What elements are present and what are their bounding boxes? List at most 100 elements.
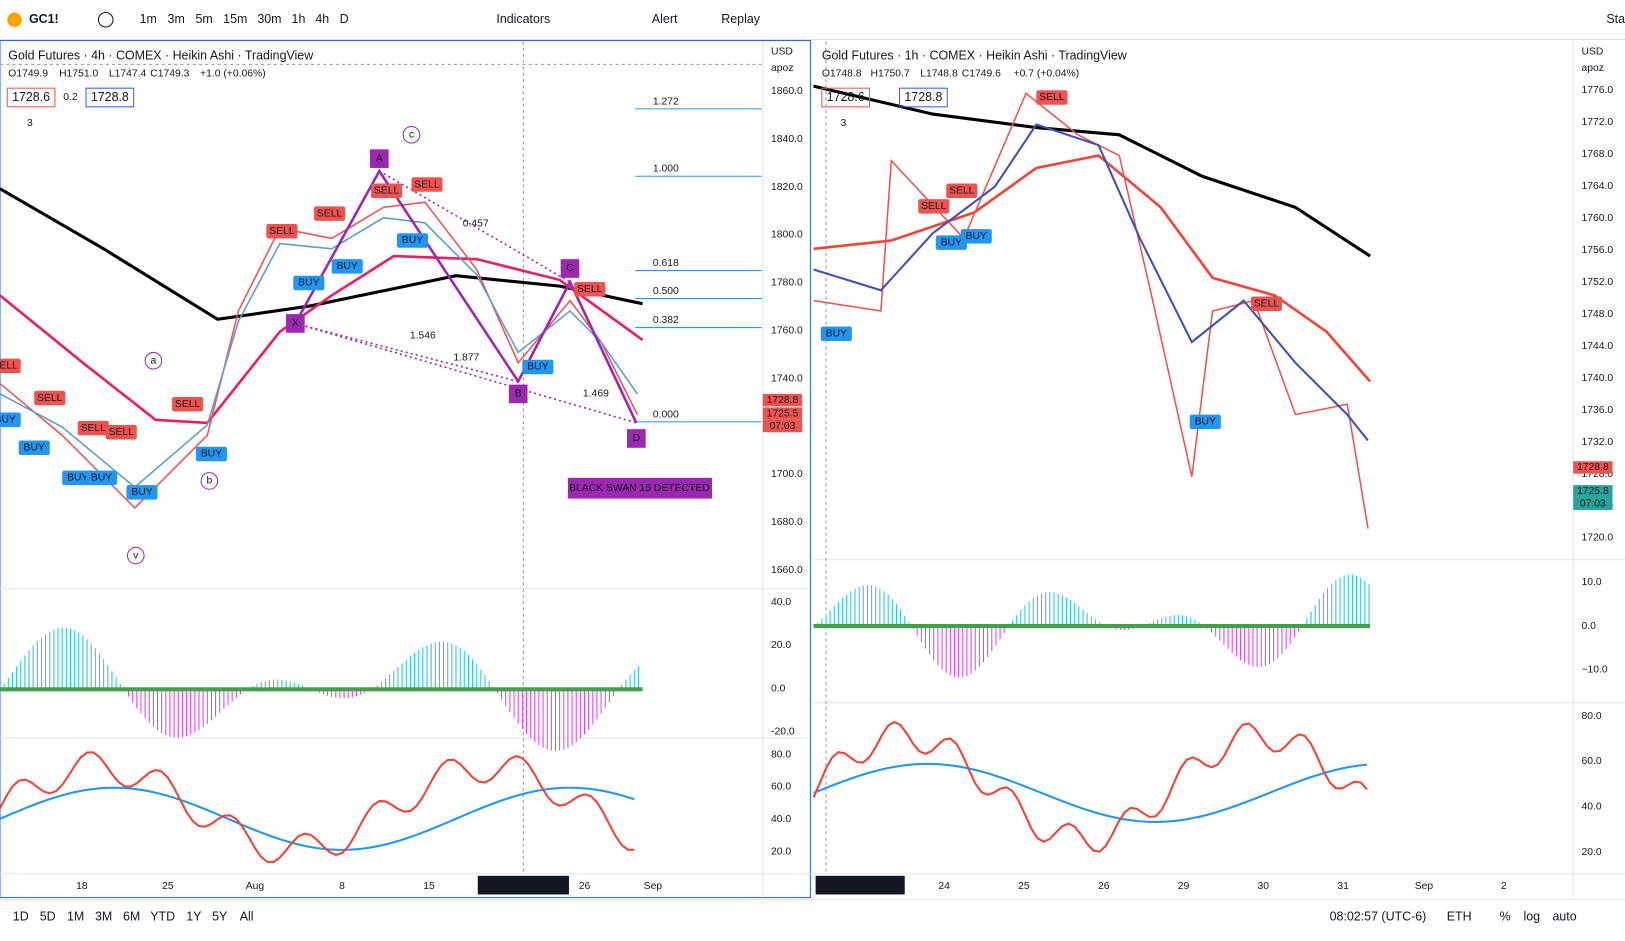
range-button[interactable]: 3M xyxy=(95,910,112,924)
signal-box xyxy=(105,424,137,440)
signal-box xyxy=(172,397,204,412)
signal-label: SELL xyxy=(414,179,440,190)
interval[interactable]: 1h xyxy=(292,12,306,26)
pattern-label: B xyxy=(515,389,522,400)
price-tag-bg xyxy=(1573,485,1613,498)
signal-box xyxy=(195,446,227,462)
currency[interactable]: USD xyxy=(771,47,793,58)
time-label: 2 xyxy=(1501,881,1507,892)
fib-label: 0.500 xyxy=(653,286,679,297)
currency[interactable]: USD xyxy=(1581,47,1603,58)
interval[interactable]: 3m xyxy=(168,12,185,26)
interval[interactable]: 1m xyxy=(140,12,157,26)
range-button[interactable]: 1M xyxy=(67,910,84,924)
signal-label: SELL xyxy=(1039,92,1065,103)
range-button[interactable]: 1Y xyxy=(186,910,202,924)
price-tick: 1728.0 xyxy=(1581,469,1613,480)
log-toggle[interactable]: log xyxy=(1523,910,1540,924)
symbol[interactable]: GC1! xyxy=(29,12,59,26)
scale[interactable]: apoz xyxy=(1581,63,1603,74)
time-label: Sep xyxy=(1415,881,1434,892)
signal-label: SELL xyxy=(374,186,400,197)
price-tick: 1760.0 xyxy=(1581,213,1613,224)
crosshair-time-bg xyxy=(815,875,905,895)
indicator-line xyxy=(813,92,1369,529)
scale[interactable]: apoz xyxy=(771,63,793,74)
signal-label: SELL xyxy=(949,186,975,197)
signal-box xyxy=(371,183,403,199)
price-tick: 1860.0 xyxy=(771,86,803,97)
interval[interactable]: 4h xyxy=(315,12,329,26)
signal-label: BUY xyxy=(67,473,88,484)
session[interactable]: ETH xyxy=(1447,910,1472,924)
interval[interactable]: 15m xyxy=(223,12,247,26)
indicator-line xyxy=(294,168,638,424)
interval[interactable]: 30m xyxy=(257,12,281,26)
price-tick: 1780.0 xyxy=(771,278,803,289)
price-tick: 1764.0 xyxy=(1581,181,1613,192)
signal-box xyxy=(960,229,992,244)
signal-label: BUY xyxy=(527,362,548,373)
price-tag: 1725.8 xyxy=(1577,486,1609,497)
time-label: 22 Aug '22 xyxy=(477,881,526,892)
osc-tick: 20.0 xyxy=(771,640,791,651)
indicator-count[interactable]: 3 xyxy=(27,118,33,129)
ratio-label: 1.546 xyxy=(410,331,436,342)
price-tag-bg xyxy=(1573,497,1613,510)
indicator-line xyxy=(813,84,1371,258)
chart-title: Gold Futures · 4h · COMEX · Heikin Ashi … xyxy=(8,48,313,62)
signal-label: SELL xyxy=(37,393,63,404)
price-tick: 1752.0 xyxy=(1581,277,1613,288)
ask-box xyxy=(85,87,135,108)
interval[interactable]: 5m xyxy=(196,12,213,26)
signal-box xyxy=(522,359,554,375)
price-tag-bg xyxy=(762,407,803,420)
price-tick: 1660.0 xyxy=(771,565,803,576)
range-button[interactable]: 1D xyxy=(13,910,29,924)
price-tick: 1680.0 xyxy=(771,517,803,528)
osc-tick: 0.0 xyxy=(771,683,786,694)
signal-box xyxy=(77,420,109,436)
fib-label: 0.000 xyxy=(653,409,679,420)
interval[interactable]: D xyxy=(340,12,349,26)
signal-box xyxy=(331,259,363,274)
signal-box xyxy=(0,358,21,374)
chart-title: Gold Futures · 1h · COMEX · Heikin Ashi … xyxy=(822,48,1127,62)
signal-label: BUY xyxy=(24,443,45,454)
indicator-count[interactable]: 3 xyxy=(840,118,846,129)
signal-label: SELL xyxy=(175,399,201,410)
alert-button[interactable]: Alert xyxy=(652,12,678,26)
rsi-tick: 40.0 xyxy=(1581,802,1601,813)
signal-box xyxy=(266,223,298,239)
range-button[interactable]: 5Y xyxy=(212,910,228,924)
signal-box xyxy=(86,470,118,486)
indicator-line xyxy=(0,187,643,321)
fib-label: 0.382 xyxy=(653,315,679,326)
add-icon[interactable] xyxy=(97,12,114,28)
replay-button[interactable]: Replay xyxy=(721,12,760,26)
signal-label: BUY xyxy=(966,231,987,242)
signal-box xyxy=(1036,90,1068,105)
percent-toggle[interactable]: % xyxy=(1500,910,1511,924)
indicators-button[interactable]: Indicators xyxy=(496,12,550,26)
range-button[interactable]: 5D xyxy=(40,910,56,924)
range-button[interactable]: 6M xyxy=(123,910,140,924)
pattern-label: D xyxy=(633,433,640,444)
ohlc-value: C1749.6 xyxy=(962,68,1001,79)
alert-box xyxy=(567,477,712,499)
range-button[interactable]: All xyxy=(240,910,254,924)
time-label: 25 xyxy=(162,881,174,892)
signal-label: BUY xyxy=(131,487,152,498)
signal-label: SELL xyxy=(0,361,18,372)
toolbar-label[interactable]: Sta xyxy=(1606,12,1625,26)
ratio-label: 1.469 xyxy=(583,389,609,400)
indicator-line xyxy=(812,720,1368,853)
range-button[interactable]: YTD xyxy=(150,910,175,924)
pattern-point xyxy=(369,149,389,168)
ohlc-value: +0.7 (+0.04%) xyxy=(1014,68,1080,79)
indicator-line xyxy=(295,322,637,424)
time-label: 12:00 xyxy=(873,881,899,892)
auto-toggle[interactable]: auto xyxy=(1552,910,1576,924)
